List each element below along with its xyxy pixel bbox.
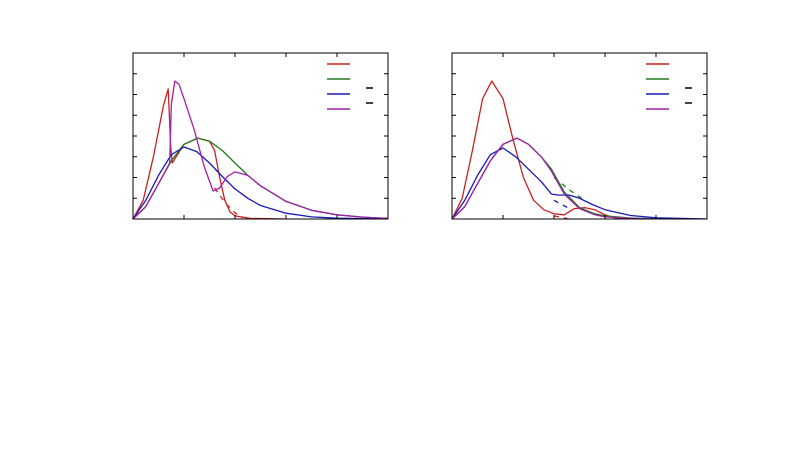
chart-panel-1: [132, 52, 389, 220]
series-line-0: [452, 80, 631, 219]
series-line-5: [553, 199, 570, 210]
series-line-4: [452, 147, 707, 219]
series-line-3: [553, 176, 585, 201]
series-line-1: [214, 187, 243, 219]
series-line-0: [133, 88, 287, 219]
series-line-1: [553, 215, 570, 219]
series-line-2: [452, 137, 657, 219]
plot-frame: [451, 52, 708, 220]
series-line-6: [452, 137, 657, 219]
plot-frame: [132, 52, 389, 220]
chart-panel-2: [451, 52, 708, 220]
series-line-3: [133, 146, 388, 219]
series-line-4: [133, 80, 388, 219]
